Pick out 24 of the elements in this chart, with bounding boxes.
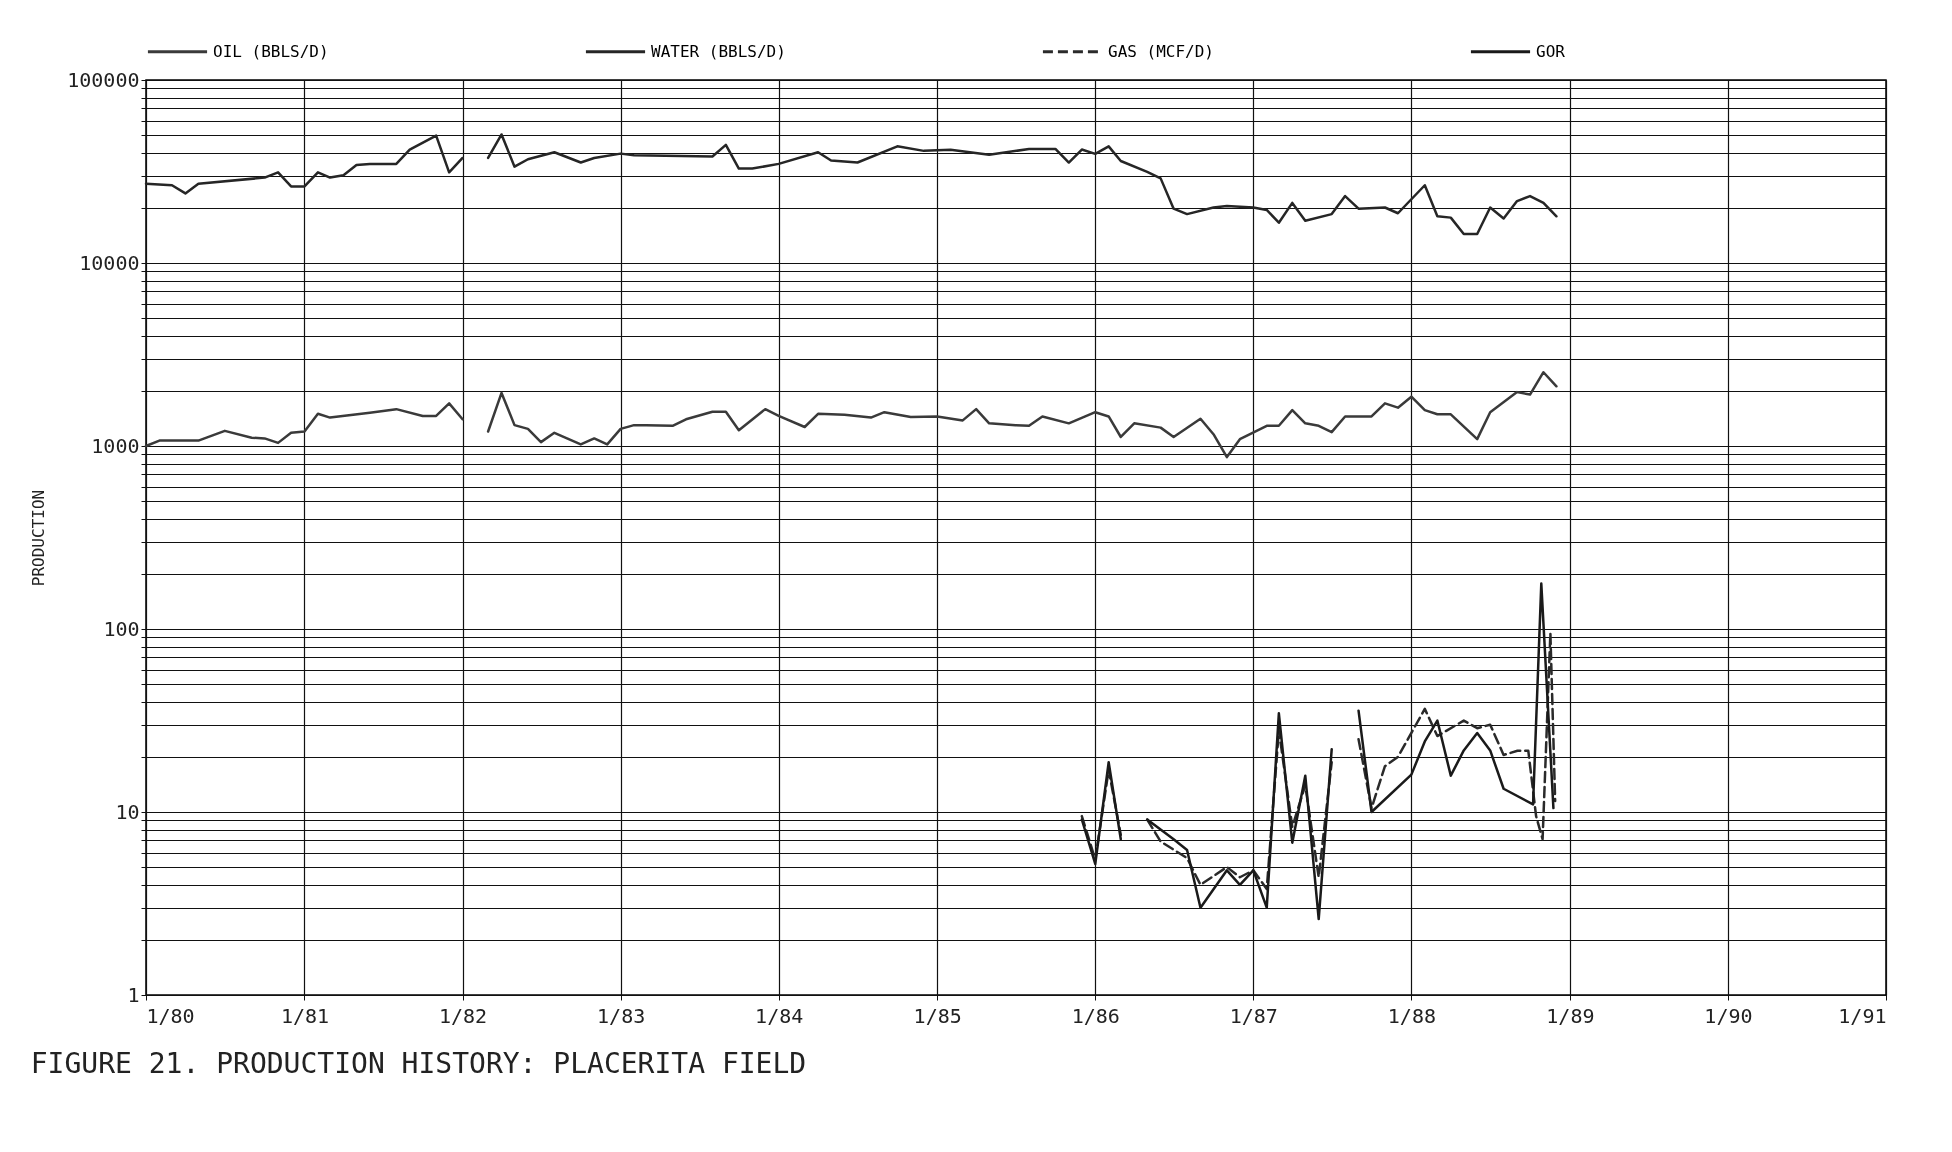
- x-tick-label: 1/82: [438, 1003, 488, 1028]
- x-tick-label: 1/87: [1229, 1003, 1278, 1028]
- y-tick-label: 1: [127, 982, 140, 1007]
- x-tick-label: 1/81: [280, 1003, 330, 1028]
- y-axis-title: PRODUCTION: [29, 489, 49, 587]
- x-tick-label: 1/90: [1704, 1003, 1753, 1028]
- x-tick-label: 1/91: [1838, 1003, 1887, 1028]
- legend-label: GAS (MCF/D): [1108, 41, 1214, 61]
- x-tick-label: 1/89: [1546, 1003, 1595, 1028]
- x-tick-label: 1/88: [1387, 1003, 1436, 1028]
- legend-label: OIL (BBLS/D): [213, 41, 329, 61]
- y-tick-label: 10000: [79, 250, 140, 275]
- legend-label: GOR: [1536, 41, 1566, 61]
- text: FIGURE 21. PRODUCTION HISTORY: PLACERITA FIELD: [30, 1047, 807, 1080]
- y-tick-label: 10: [115, 799, 140, 824]
- x-tick-label: 1/85: [913, 1003, 962, 1028]
- y-tick-label: 100: [103, 616, 140, 641]
- y-tick-label: 100000: [67, 67, 140, 92]
- x-tick-label: 1/86: [1071, 1003, 1120, 1028]
- y-tick-label: 1000: [91, 433, 140, 458]
- x-tick-label: 1/83: [597, 1003, 646, 1028]
- x-tick-label: 1/84: [755, 1003, 804, 1028]
- x-tick-label: 1/80: [146, 1003, 195, 1028]
- legend-label: WATER (BBLS/D): [651, 41, 786, 61]
